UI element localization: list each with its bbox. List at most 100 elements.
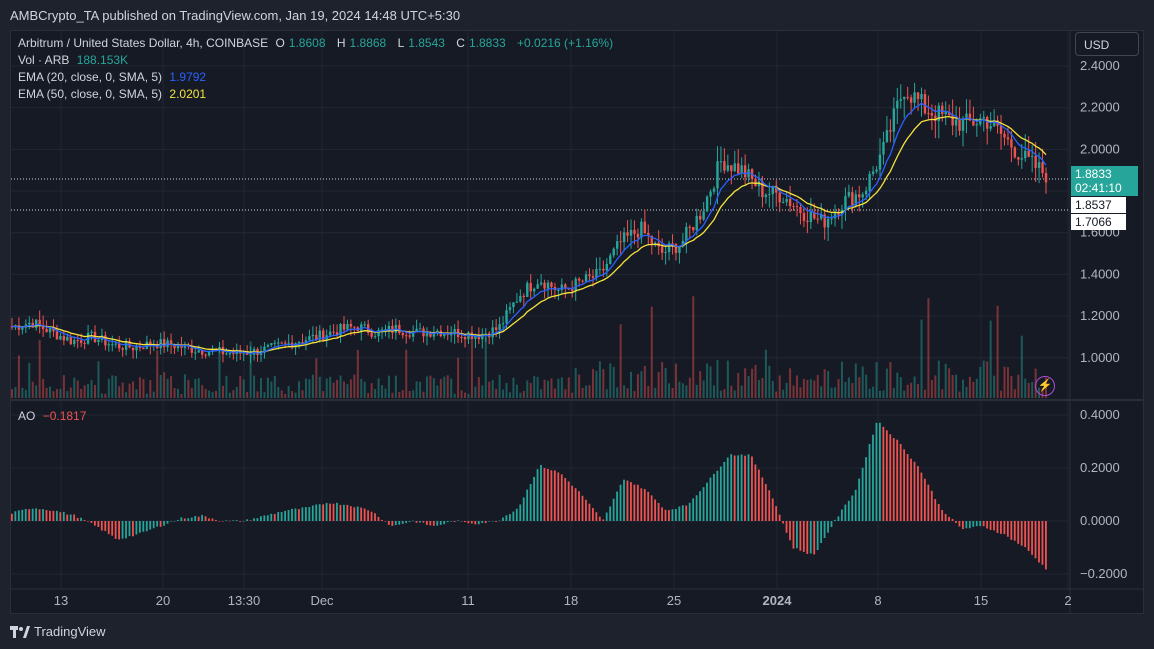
candle-body <box>69 336 72 345</box>
candle-body <box>923 94 927 114</box>
volume-bar <box>903 390 906 398</box>
candle-body <box>930 113 934 116</box>
volume-bar <box>356 349 359 398</box>
volume-bar <box>557 378 560 398</box>
candle-body <box>1020 158 1023 160</box>
volume-bar <box>602 369 605 398</box>
volume-bar <box>591 369 594 398</box>
y-tick-label: 2.0000 <box>1080 141 1120 156</box>
volume-bar <box>159 375 162 398</box>
ao-bar <box>35 508 38 521</box>
volume-bar <box>578 374 581 398</box>
ao-bar <box>775 506 778 521</box>
ao-bar <box>578 491 580 521</box>
ao-bar <box>889 434 892 521</box>
candle-body <box>937 105 940 122</box>
ao-bar <box>937 504 940 521</box>
candle-body <box>989 126 992 129</box>
volume-bar <box>460 390 463 398</box>
candle-body <box>577 278 581 281</box>
candle-body <box>287 342 290 344</box>
volume-bar <box>536 376 539 398</box>
x-tick-label: 18 <box>564 593 578 608</box>
ema20-legend[interactable]: EMA (20, close, 0, SMA, 5) 1.9792 <box>18 70 210 84</box>
lightning-icon[interactable]: ⚡ <box>1035 376 1055 396</box>
ao-bar <box>975 521 978 527</box>
ao-bar <box>484 521 487 524</box>
volume-bar <box>730 385 733 398</box>
candle-body <box>508 307 512 311</box>
ao-legend[interactable]: AO −0.1817 <box>18 409 90 423</box>
currency-button[interactable]: USD <box>1075 32 1139 56</box>
ao-bar <box>744 455 746 521</box>
volume-bar <box>163 372 166 398</box>
candle-body <box>557 289 560 291</box>
ao-bar <box>284 510 286 521</box>
volume-bar <box>823 369 826 398</box>
x-tick-label: 2024 <box>763 593 793 608</box>
volume-bar <box>702 380 705 398</box>
volume-bar <box>650 306 653 398</box>
candle-body <box>640 221 643 238</box>
ao-bar <box>1045 521 1047 570</box>
candle-body <box>477 335 481 340</box>
volume-bar <box>329 376 332 398</box>
candle-body <box>76 340 79 342</box>
volume-bar <box>467 393 470 398</box>
candle-body <box>1044 173 1048 183</box>
ao-bar <box>125 521 127 539</box>
ao-bar <box>851 495 854 521</box>
volume-legend[interactable]: Vol · ARB 188.153K <box>18 53 132 67</box>
volume-bar <box>751 368 754 398</box>
ao-bar <box>529 484 532 521</box>
volume-bar <box>1000 390 1003 398</box>
volume-bar <box>585 385 588 398</box>
ema50-legend[interactable]: EMA (50, close, 0, SMA, 5) 2.0201 <box>18 87 210 101</box>
candle-body <box>809 211 813 223</box>
volume-bar <box>104 393 107 398</box>
volume-bar <box>934 375 937 398</box>
ao-bar <box>405 521 408 524</box>
volume-bar <box>553 388 556 398</box>
candle-body <box>982 117 985 119</box>
ao-bar <box>664 509 667 521</box>
ao-bar <box>118 521 121 540</box>
volume-bar <box>73 377 76 398</box>
ao-bar <box>968 521 971 529</box>
candle-body <box>934 115 937 122</box>
candle-body <box>615 241 619 249</box>
volume-bar <box>910 382 913 398</box>
candle-body <box>581 280 584 282</box>
ao-bar <box>713 473 715 521</box>
volume-bar <box>491 380 494 398</box>
last-price-tag: 1.8833 02:41:10 <box>1071 166 1138 196</box>
tradingview-footer[interactable]: TradingView <box>10 624 106 639</box>
volume-bar <box>360 378 363 398</box>
ao-bar <box>595 512 598 521</box>
volume-bar <box>225 375 228 398</box>
candle-body <box>723 161 726 171</box>
volume-bar <box>121 382 124 398</box>
candle-body <box>899 99 902 101</box>
candle-body <box>294 343 297 348</box>
volume-bar <box>968 376 971 398</box>
ao-bar <box>194 515 197 521</box>
ohlc-high: H 1.8868 <box>336 36 387 50</box>
ao-bar <box>591 507 594 521</box>
volume-bar <box>349 379 352 398</box>
volume-bar <box>854 363 857 398</box>
x-tick-label: 13 <box>54 593 68 608</box>
volume-bar <box>657 371 660 398</box>
ao-bar <box>38 509 41 521</box>
ao-bar <box>1041 521 1044 565</box>
ao-y-tick-label: 0.4000 <box>1080 407 1120 422</box>
ao-bar <box>495 521 497 522</box>
ao-bar <box>477 521 480 525</box>
volume-bar <box>470 336 473 398</box>
symbol-legend[interactable]: Arbitrum / United States Dollar, 4h, COI… <box>18 36 617 50</box>
candle-body <box>806 220 809 223</box>
candle-body <box>114 343 117 345</box>
volume-bar <box>21 387 24 398</box>
candle-body <box>346 323 349 330</box>
